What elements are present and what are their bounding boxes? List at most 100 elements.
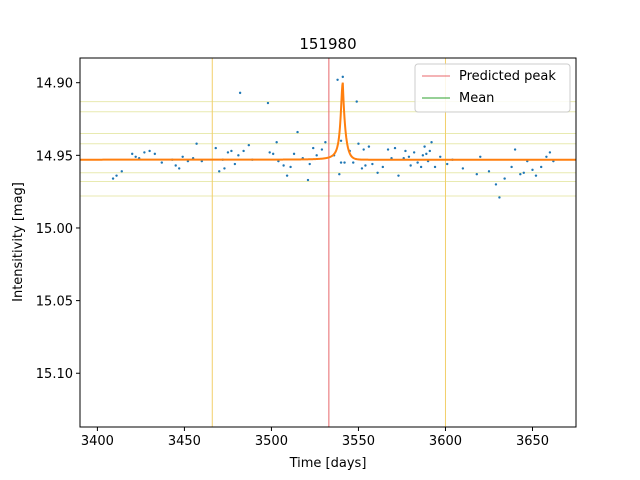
x-axis-ticks: 3400 3450 3500 3550 3600 3650: [81, 427, 549, 449]
data-point: [233, 162, 237, 166]
data-point: [367, 145, 371, 148]
data-point: [160, 161, 163, 164]
data-point: [315, 154, 318, 157]
data-point: [218, 170, 221, 173]
data-point: [296, 130, 299, 134]
chart-title: 151980: [299, 35, 356, 53]
data-point: [195, 142, 198, 145]
plot-frame: [79, 57, 577, 428]
x-tick-label: 3400: [81, 434, 114, 449]
data-point: [479, 155, 482, 158]
data-point: [271, 152, 275, 156]
data-point: [421, 154, 425, 157]
data-point: [531, 168, 534, 172]
y-axis-ticks: 14.90 14.95 15.00 15.05 15.10: [36, 77, 80, 382]
legend: Predicted peak Mean: [414, 63, 571, 113]
x-tick-label: 3450: [168, 434, 201, 449]
data-point: [223, 167, 226, 170]
data-point: [430, 141, 433, 144]
data-point: [115, 174, 118, 177]
data-point: [143, 151, 146, 154]
data-point: [548, 151, 552, 154]
data-point: [446, 162, 449, 166]
data-point: [397, 174, 400, 177]
data-point: [242, 149, 245, 153]
data-point: [181, 155, 184, 158]
data-point: [148, 149, 151, 153]
y-axis-title: Intensitivity [mag]: [11, 182, 26, 302]
y-tick-label: 14.95: [36, 149, 73, 164]
data-point: [461, 167, 465, 170]
data-point: [404, 149, 407, 153]
data-point: [339, 139, 343, 143]
data-point: [519, 173, 522, 176]
y-tick-label: 15.00: [36, 222, 73, 237]
data-point: [510, 165, 513, 169]
data-point: [539, 165, 543, 169]
data-point: [341, 75, 344, 79]
data-point: [320, 148, 324, 151]
data-point: [338, 173, 341, 176]
vertical-lines: [211, 58, 446, 427]
data-point: [407, 155, 411, 158]
data-point: [111, 177, 115, 180]
data-point: [439, 155, 442, 158]
data-point: [324, 141, 327, 144]
data-point: [425, 152, 428, 156]
data-point: [292, 152, 296, 156]
data-point: [120, 170, 123, 173]
data-point: [178, 167, 181, 170]
data-point: [237, 154, 240, 157]
data-point: [393, 146, 397, 150]
data-point: [362, 148, 365, 151]
data-point: [131, 152, 134, 156]
data-point: [364, 164, 367, 167]
data-point: [513, 148, 517, 151]
x-tick-label: 3600: [429, 434, 462, 449]
legend-label-predicted-peak: Predicted peak: [459, 69, 556, 84]
data-point: [308, 162, 311, 166]
x-tick-label: 3550: [342, 434, 375, 449]
data-point: [428, 149, 432, 153]
data-point: [412, 151, 416, 154]
data-point: [360, 167, 364, 170]
data-point: [545, 155, 548, 158]
data-point: [371, 162, 374, 166]
data-point: [230, 149, 233, 153]
data-point: [268, 151, 271, 154]
data-point: [357, 142, 360, 145]
data-point: [339, 161, 343, 164]
data-point: [238, 91, 242, 95]
data-point: [285, 174, 289, 177]
data-point: [522, 171, 525, 174]
data-point: [503, 177, 506, 180]
y-tick-label: 15.05: [36, 295, 73, 310]
data-point: [306, 178, 310, 182]
plot-area: [80, 58, 576, 427]
data-point: [419, 165, 423, 169]
data-point: [534, 174, 538, 177]
model-curve: [80, 82, 576, 161]
data-point: [266, 101, 270, 105]
data-point: [355, 100, 358, 103]
data-point: [343, 161, 346, 164]
data-point: [312, 146, 315, 150]
legend-label-mean: Mean: [459, 91, 494, 106]
y-tick-label: 15.10: [36, 367, 73, 382]
data-point: [376, 171, 379, 174]
x-tick-label: 3500: [255, 434, 288, 449]
data-point: [475, 173, 478, 176]
x-tick-label: 3650: [516, 434, 549, 449]
legend-box: [414, 63, 571, 113]
data-point: [275, 141, 278, 144]
data-point: [433, 165, 437, 169]
data-point: [381, 165, 385, 169]
band-lines: [80, 101, 576, 197]
data-point: [409, 164, 412, 167]
data-point: [282, 164, 285, 167]
data-point: [416, 161, 419, 164]
data-point: [487, 170, 491, 173]
model-curve-group: [80, 82, 576, 161]
x-axis-title: Time [days]: [289, 456, 367, 471]
